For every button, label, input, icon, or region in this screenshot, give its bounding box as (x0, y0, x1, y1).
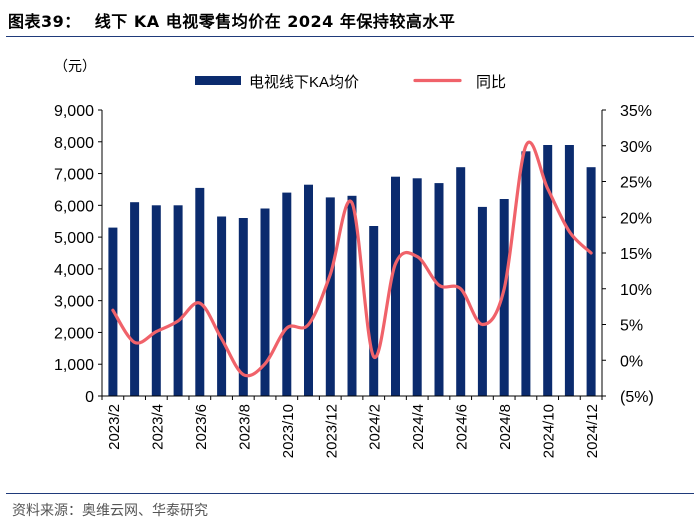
x-tick-label: 2024/2 (367, 404, 384, 450)
y-right-tick-label: 20% (620, 210, 652, 227)
y-left-tick-label: 6,000 (54, 198, 94, 215)
x-tick-label: 2023/4 (149, 404, 166, 450)
bar-2024/8 (499, 199, 509, 396)
y-right-tick-label: 30% (620, 139, 652, 156)
y-right-tick-label: 35% (620, 103, 652, 120)
legend-swatch-bar (195, 76, 241, 85)
bar-2024/12 (586, 167, 596, 396)
y-left-tick-label: 7,000 (54, 167, 94, 184)
y-left-tick-label: 3,000 (54, 294, 94, 311)
bar-2024/5 (434, 183, 444, 396)
bar-2024/1 (347, 195, 357, 396)
y-left-tick-label: 9,000 (54, 103, 94, 120)
legend-label-line: 同比 (476, 74, 506, 91)
y-right-tick-label: 0% (620, 353, 643, 370)
y-left-tick-label: 0 (85, 389, 94, 406)
bar-2023/10 (282, 192, 292, 396)
bar-2024/9 (521, 151, 531, 396)
bar-2024/7 (477, 206, 487, 396)
y-right-tick-label: 25% (620, 175, 652, 192)
source-note: 资料来源：奥维云网、华泰研究 (12, 503, 208, 519)
bar-2023/8 (238, 218, 248, 396)
bar-2023/12 (325, 197, 335, 396)
y-right-tick-label: 10% (620, 282, 652, 299)
bar-2024/11 (564, 145, 574, 396)
x-tick-label: 2024/4 (410, 404, 427, 450)
yoy-line (111, 140, 593, 378)
y-right-tick-label: 15% (620, 246, 652, 263)
x-tick-label: 2024/6 (454, 404, 471, 450)
y-left-tick-label: 1,000 (54, 357, 94, 374)
bar-2023/5 (173, 205, 183, 396)
y-left-tick-label: 4,000 (54, 262, 94, 279)
bar-2024/2 (369, 226, 379, 396)
bar-2024/4 (412, 178, 422, 396)
x-tick-label: 2023/2 (106, 404, 123, 450)
axes: 0 1,000 2,000 3,000 4,000 5,000 6,000 7,000 8,00… (54, 103, 654, 458)
y-left-tick-label: 2,000 (54, 325, 94, 342)
y-left-unit-label: （元） (54, 58, 96, 74)
bar-2023/7 (217, 216, 227, 396)
figure-title: 图表39： 线下 KA 电视零售均价在 2024 年保持较高水平 (8, 8, 455, 32)
bar-2023/3 (130, 202, 140, 396)
x-tick-label: 2024/12 (584, 404, 601, 458)
x-tick-label: 2023/6 (193, 404, 210, 450)
y-right-tick-label: (5%) (620, 389, 654, 406)
x-tick-label: 2023/8 (236, 404, 253, 450)
y-right-tick-label: 5% (620, 318, 643, 335)
x-tick-label: 2023/12 (323, 404, 340, 458)
legend-label-bar: 电视线下KA均价 (249, 74, 359, 91)
source-rule (6, 493, 694, 494)
figure-label: 图表39： (8, 12, 81, 31)
bar-2024/10 (543, 145, 553, 396)
figure-title-text: 线下 KA 电视零售均价在 2024 年保持较高水平 (94, 12, 456, 31)
y-left-tick-label: 8,000 (54, 135, 94, 152)
x-tick-label: 2023/10 (280, 404, 297, 458)
bar-2023/11 (304, 184, 313, 396)
bar-2023/4 (151, 205, 161, 396)
y-left-tick-label: 5,000 (54, 230, 94, 247)
line-series (111, 140, 593, 378)
legend: 电视线下KA均价 同比 (195, 74, 506, 91)
bar-series (108, 145, 596, 396)
bar-2024/3 (391, 176, 400, 396)
bar-2023/6 (195, 187, 205, 396)
bar-2023/9 (260, 208, 270, 396)
x-tick-label: 2024/8 (497, 404, 514, 450)
title-rule (6, 36, 694, 37)
x-tick-label: 2024/10 (541, 404, 558, 458)
bar-2024/6 (456, 167, 466, 396)
